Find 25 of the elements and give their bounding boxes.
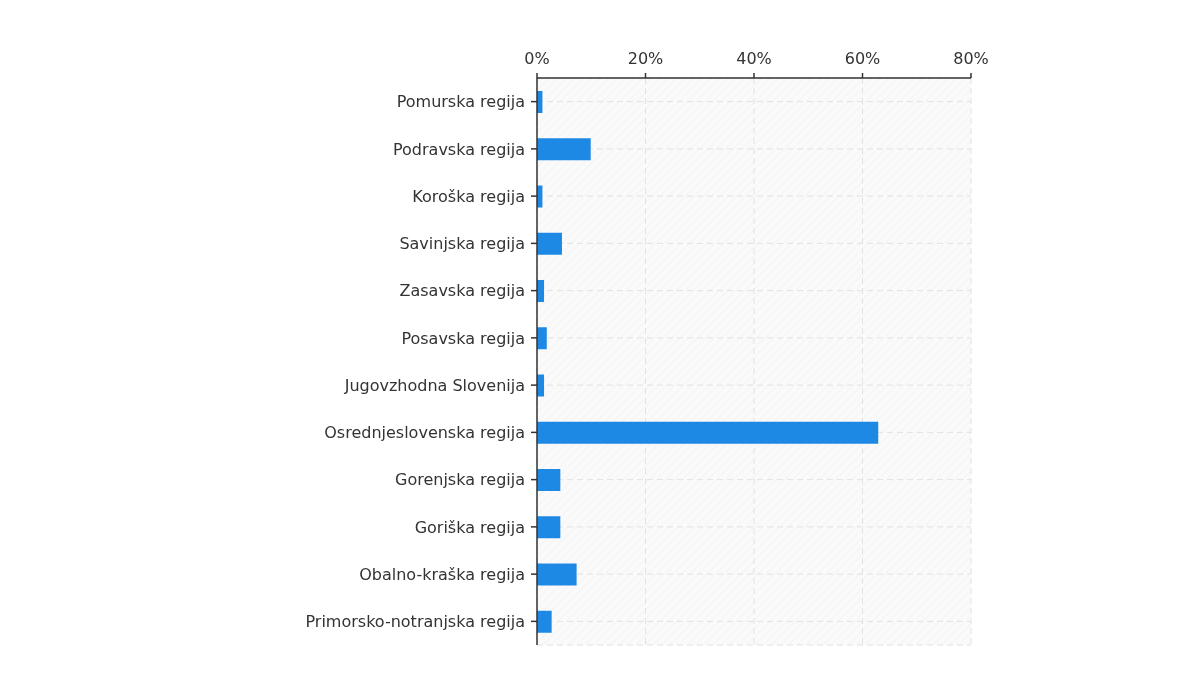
x-tick-label: 80%: [953, 49, 989, 68]
x-tick-label: 20%: [627, 49, 664, 68]
bar: [537, 563, 577, 586]
y-tick-label: Jugovzhodna Slovenija: [343, 375, 525, 395]
bar: [537, 138, 591, 161]
y-tick-label: Podravska regija: [392, 139, 525, 159]
y-tick-label: Obalno-kraška regija: [359, 564, 525, 584]
y-tick-label: Pomurska regija: [396, 92, 525, 112]
bar: [537, 327, 547, 350]
bar: [537, 469, 561, 491]
y-tick-label: Posavska regija: [401, 328, 525, 348]
y-tick-label: Savinjska regija: [399, 234, 525, 254]
x-tick-label: 40%: [736, 49, 772, 68]
bar: [537, 421, 879, 444]
x-tick-label: 60%: [844, 49, 881, 68]
y-tick-label: Goriška regija: [414, 517, 525, 537]
y-tick-label: Gorenjska regija: [395, 470, 525, 490]
y-tick-label: Osrednjeslovenska regija: [324, 423, 525, 443]
x-tick-label: 0%: [524, 49, 550, 68]
y-tick-label: Koroška regija: [412, 186, 525, 206]
bar: [537, 516, 561, 539]
y-tick-label: Zasavska regija: [399, 281, 525, 301]
bar: [537, 232, 562, 255]
y-tick-label: Primorsko-notranjska regija: [305, 612, 525, 632]
bar: [537, 610, 552, 633]
